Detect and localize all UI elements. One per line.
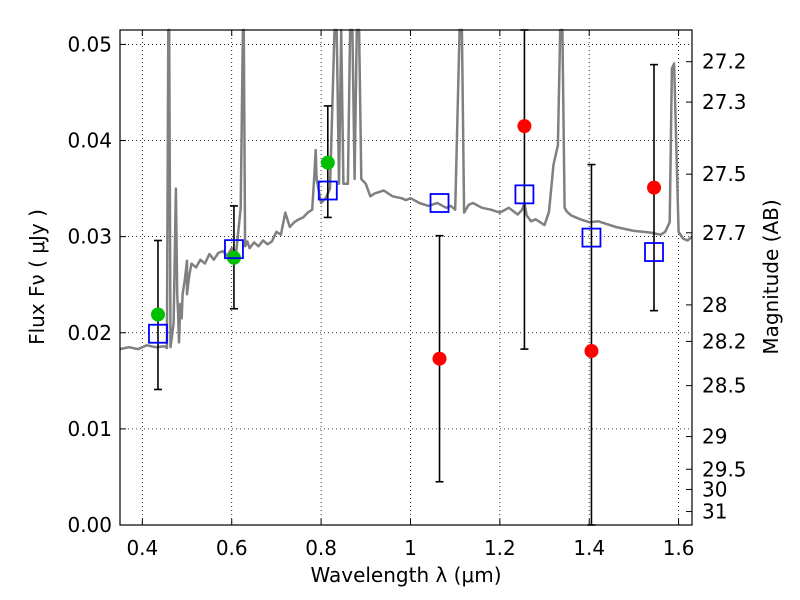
right-tick-label: 27.3 <box>702 90 747 114</box>
y-axis-label: Flux Fν ( μJy ) <box>25 209 49 345</box>
y-tick-label: 0.04 <box>67 129 112 153</box>
right-tick-label: 27.2 <box>702 50 747 74</box>
y-tick-label: 0.01 <box>67 417 112 441</box>
right-tick-label: 29 <box>702 425 727 449</box>
y-tick-label: 0.00 <box>67 513 112 537</box>
model-photometry-square <box>581 227 602 248</box>
red-data-point <box>584 344 599 359</box>
model-photometry-square <box>644 242 664 262</box>
red-data-point <box>432 351 447 366</box>
y-tick-label: 0.02 <box>67 321 112 345</box>
green-data-point <box>320 155 335 170</box>
x-tick-label: 0.8 <box>305 536 337 560</box>
model-photometry-square <box>224 239 244 260</box>
red-data-point <box>647 180 662 195</box>
green-data-point <box>150 307 165 322</box>
right-tick-label: 30 <box>702 477 727 501</box>
right-tick-label: 28.5 <box>702 374 747 398</box>
right-axis-label: Magnitude (AB) <box>759 199 783 354</box>
x-tick-label: 0.4 <box>126 536 158 560</box>
right-tick-label: 27.5 <box>702 162 747 186</box>
y-axis-ticks: 0.00 0.01 0.02 0.03 0.04 0.05 <box>67 32 126 537</box>
right-tick-label: 28 <box>702 293 727 317</box>
model-photometry-square <box>429 193 450 213</box>
x-tick-label: 1.2 <box>484 536 516 560</box>
right-tick-label: 28.2 <box>702 329 747 353</box>
x-tick-label: 1.4 <box>573 536 605 560</box>
right-tick-label: 27.7 <box>702 221 747 245</box>
x-tick-label: 1 <box>404 536 417 560</box>
y-tick-label: 0.03 <box>67 225 112 249</box>
model-photometry-square <box>148 323 168 344</box>
x-tick-label: 0.6 <box>216 536 248 560</box>
red-data-point <box>517 119 532 134</box>
y-tick-label: 0.05 <box>67 32 112 56</box>
point-layer <box>148 119 664 366</box>
right-tick-label: 31 <box>702 500 727 524</box>
x-axis-ticks: 0.4 0.6 0.8 1 1.2 1.4 1.6 <box>126 30 695 560</box>
model-photometry-square <box>317 180 338 201</box>
plot-frame <box>119 29 693 526</box>
x-axis-label: Wavelength λ (μm) <box>310 563 501 587</box>
model-photometry-square <box>514 184 535 205</box>
x-tick-label: 1.6 <box>663 536 695 560</box>
right-tick-label: 29.5 <box>702 457 747 481</box>
